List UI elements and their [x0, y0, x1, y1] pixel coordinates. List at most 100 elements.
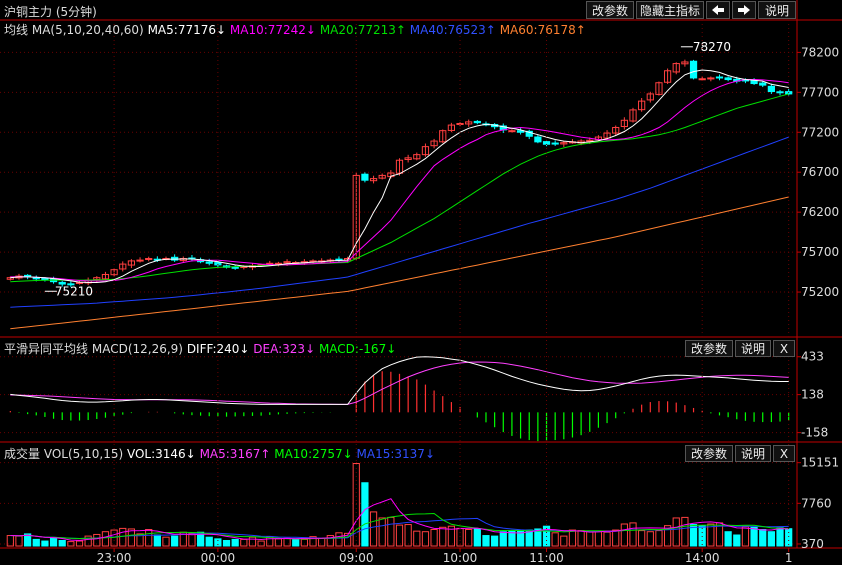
volume-bar: [646, 531, 654, 547]
candle-body: [67, 283, 75, 286]
candle-body: [586, 139, 594, 142]
candle-body: [542, 141, 551, 145]
volume-bar: [776, 527, 784, 547]
volume-params-button[interactable]: 改参数: [685, 445, 733, 462]
candle-body: [378, 174, 386, 179]
time-tick-label: 10:00: [443, 551, 478, 565]
volume-close-button[interactable]: X: [773, 445, 795, 462]
macd-tick-label: 138: [801, 388, 824, 402]
volume-bar: [171, 535, 179, 547]
time-tick-label: 11:00: [529, 551, 564, 565]
volume-bar: [309, 536, 317, 547]
volume-bar: [482, 535, 490, 547]
volume-bar: [663, 525, 672, 547]
volume-bar: [32, 538, 40, 547]
time-tick-label: 00:00: [201, 551, 236, 565]
volume-bar: [326, 535, 334, 547]
volume-bar: [421, 531, 430, 547]
macd-close-button[interactable]: X: [773, 340, 795, 357]
volume-bar: [292, 538, 300, 547]
volume-ma5-line: [10, 498, 789, 541]
ma40-line: [10, 136, 789, 308]
volume-bar: [733, 534, 741, 547]
volume-bar: [465, 529, 473, 547]
macd-legend: 平滑异同平均线 MACD(12,26,9) DIFF:240↓ DEA:323↓…: [4, 340, 396, 357]
candle-body: [663, 70, 672, 83]
volume-bar: [84, 535, 92, 547]
macd-legend-params: MACD(12,26,9): [91, 342, 183, 356]
candle-body: [421, 146, 430, 156]
diff-line: [10, 356, 789, 405]
arrow-right-icon[interactable]: [732, 1, 756, 19]
macd-params-button[interactable]: 改参数: [685, 340, 733, 357]
volume-bar: [586, 530, 594, 547]
ma60-line: [10, 196, 789, 330]
candle-body: [32, 277, 40, 280]
low-annotation: 75210: [55, 284, 93, 298]
candle-body: [447, 124, 456, 131]
volume-help-button[interactable]: 说明: [735, 445, 771, 462]
time-tick-label: 1: [785, 551, 793, 565]
price-legend-ma10: MA10:77242↓: [229, 23, 316, 37]
volume-bar: [222, 540, 231, 547]
volume-bar: [447, 525, 456, 547]
candle-body: [724, 77, 732, 81]
candle-body: [681, 61, 689, 65]
ma20-line: [10, 93, 789, 283]
volume-bar: [689, 524, 698, 547]
candle-body: [646, 93, 654, 101]
macd-legend-dea: DEA:323↓: [253, 342, 316, 356]
volume-bar: [257, 540, 265, 547]
price-tick-label: 76700: [801, 165, 839, 179]
price-tick-label: 77700: [801, 85, 839, 99]
arrow-left-icon[interactable]: [706, 1, 730, 19]
volume-bar: [75, 540, 84, 547]
candle-body: [101, 273, 110, 280]
candle-body: [603, 132, 611, 139]
volume-bar: [15, 535, 23, 547]
hide-indicator-button[interactable]: 隐藏主指标: [636, 1, 704, 19]
volume-bar: [214, 538, 222, 547]
volume-bar: [127, 528, 136, 547]
volume-legend-params: VOL(5,10,15): [43, 447, 124, 461]
volume-bar: [136, 533, 144, 547]
candle-body: [629, 109, 637, 122]
candle-body: [767, 85, 775, 93]
candle-body: [127, 260, 136, 266]
macd-legend-macd: MACD:-167↓: [318, 342, 397, 356]
arrow-left-glyph: [712, 5, 724, 15]
candle-body: [560, 142, 568, 145]
macd-tick-label: -158: [801, 426, 828, 440]
volume-bar: [378, 517, 386, 547]
candle-body: [672, 63, 680, 73]
macd-help-button[interactable]: 说明: [735, 340, 771, 357]
price-tick-label: 77200: [801, 125, 839, 139]
candle-body: [638, 100, 646, 111]
price-legend-params: MA(5,10,20,40,60): [31, 23, 144, 37]
candle-body: [361, 173, 369, 181]
volume-bar: [707, 523, 715, 547]
volume-bar: [335, 532, 343, 547]
volume-bar: [231, 538, 239, 547]
volume-legend-name: 成交量: [4, 447, 41, 461]
help-button[interactable]: 说明: [758, 1, 796, 19]
volume-bar: [67, 541, 75, 547]
time-tick-label: 09:00: [339, 551, 374, 565]
volume-bar: [413, 530, 421, 547]
price-tick-label: 78200: [801, 45, 839, 59]
volume-bar: [499, 531, 507, 547]
volume-bar: [551, 532, 559, 547]
volume-bar: [101, 531, 110, 547]
volume-bar: [439, 526, 447, 547]
volume-bar: [274, 538, 283, 547]
candle-body: [516, 130, 525, 133]
candle-body: [413, 154, 421, 160]
edit-params-button[interactable]: 改参数: [586, 1, 634, 19]
volume-bar: [369, 511, 378, 547]
time-tick-label: 14:00: [685, 551, 720, 565]
candle-body: [231, 266, 239, 269]
price-tick-label: 75200: [801, 285, 839, 299]
price-legend-ma5: MA5:77176↓: [147, 23, 227, 37]
